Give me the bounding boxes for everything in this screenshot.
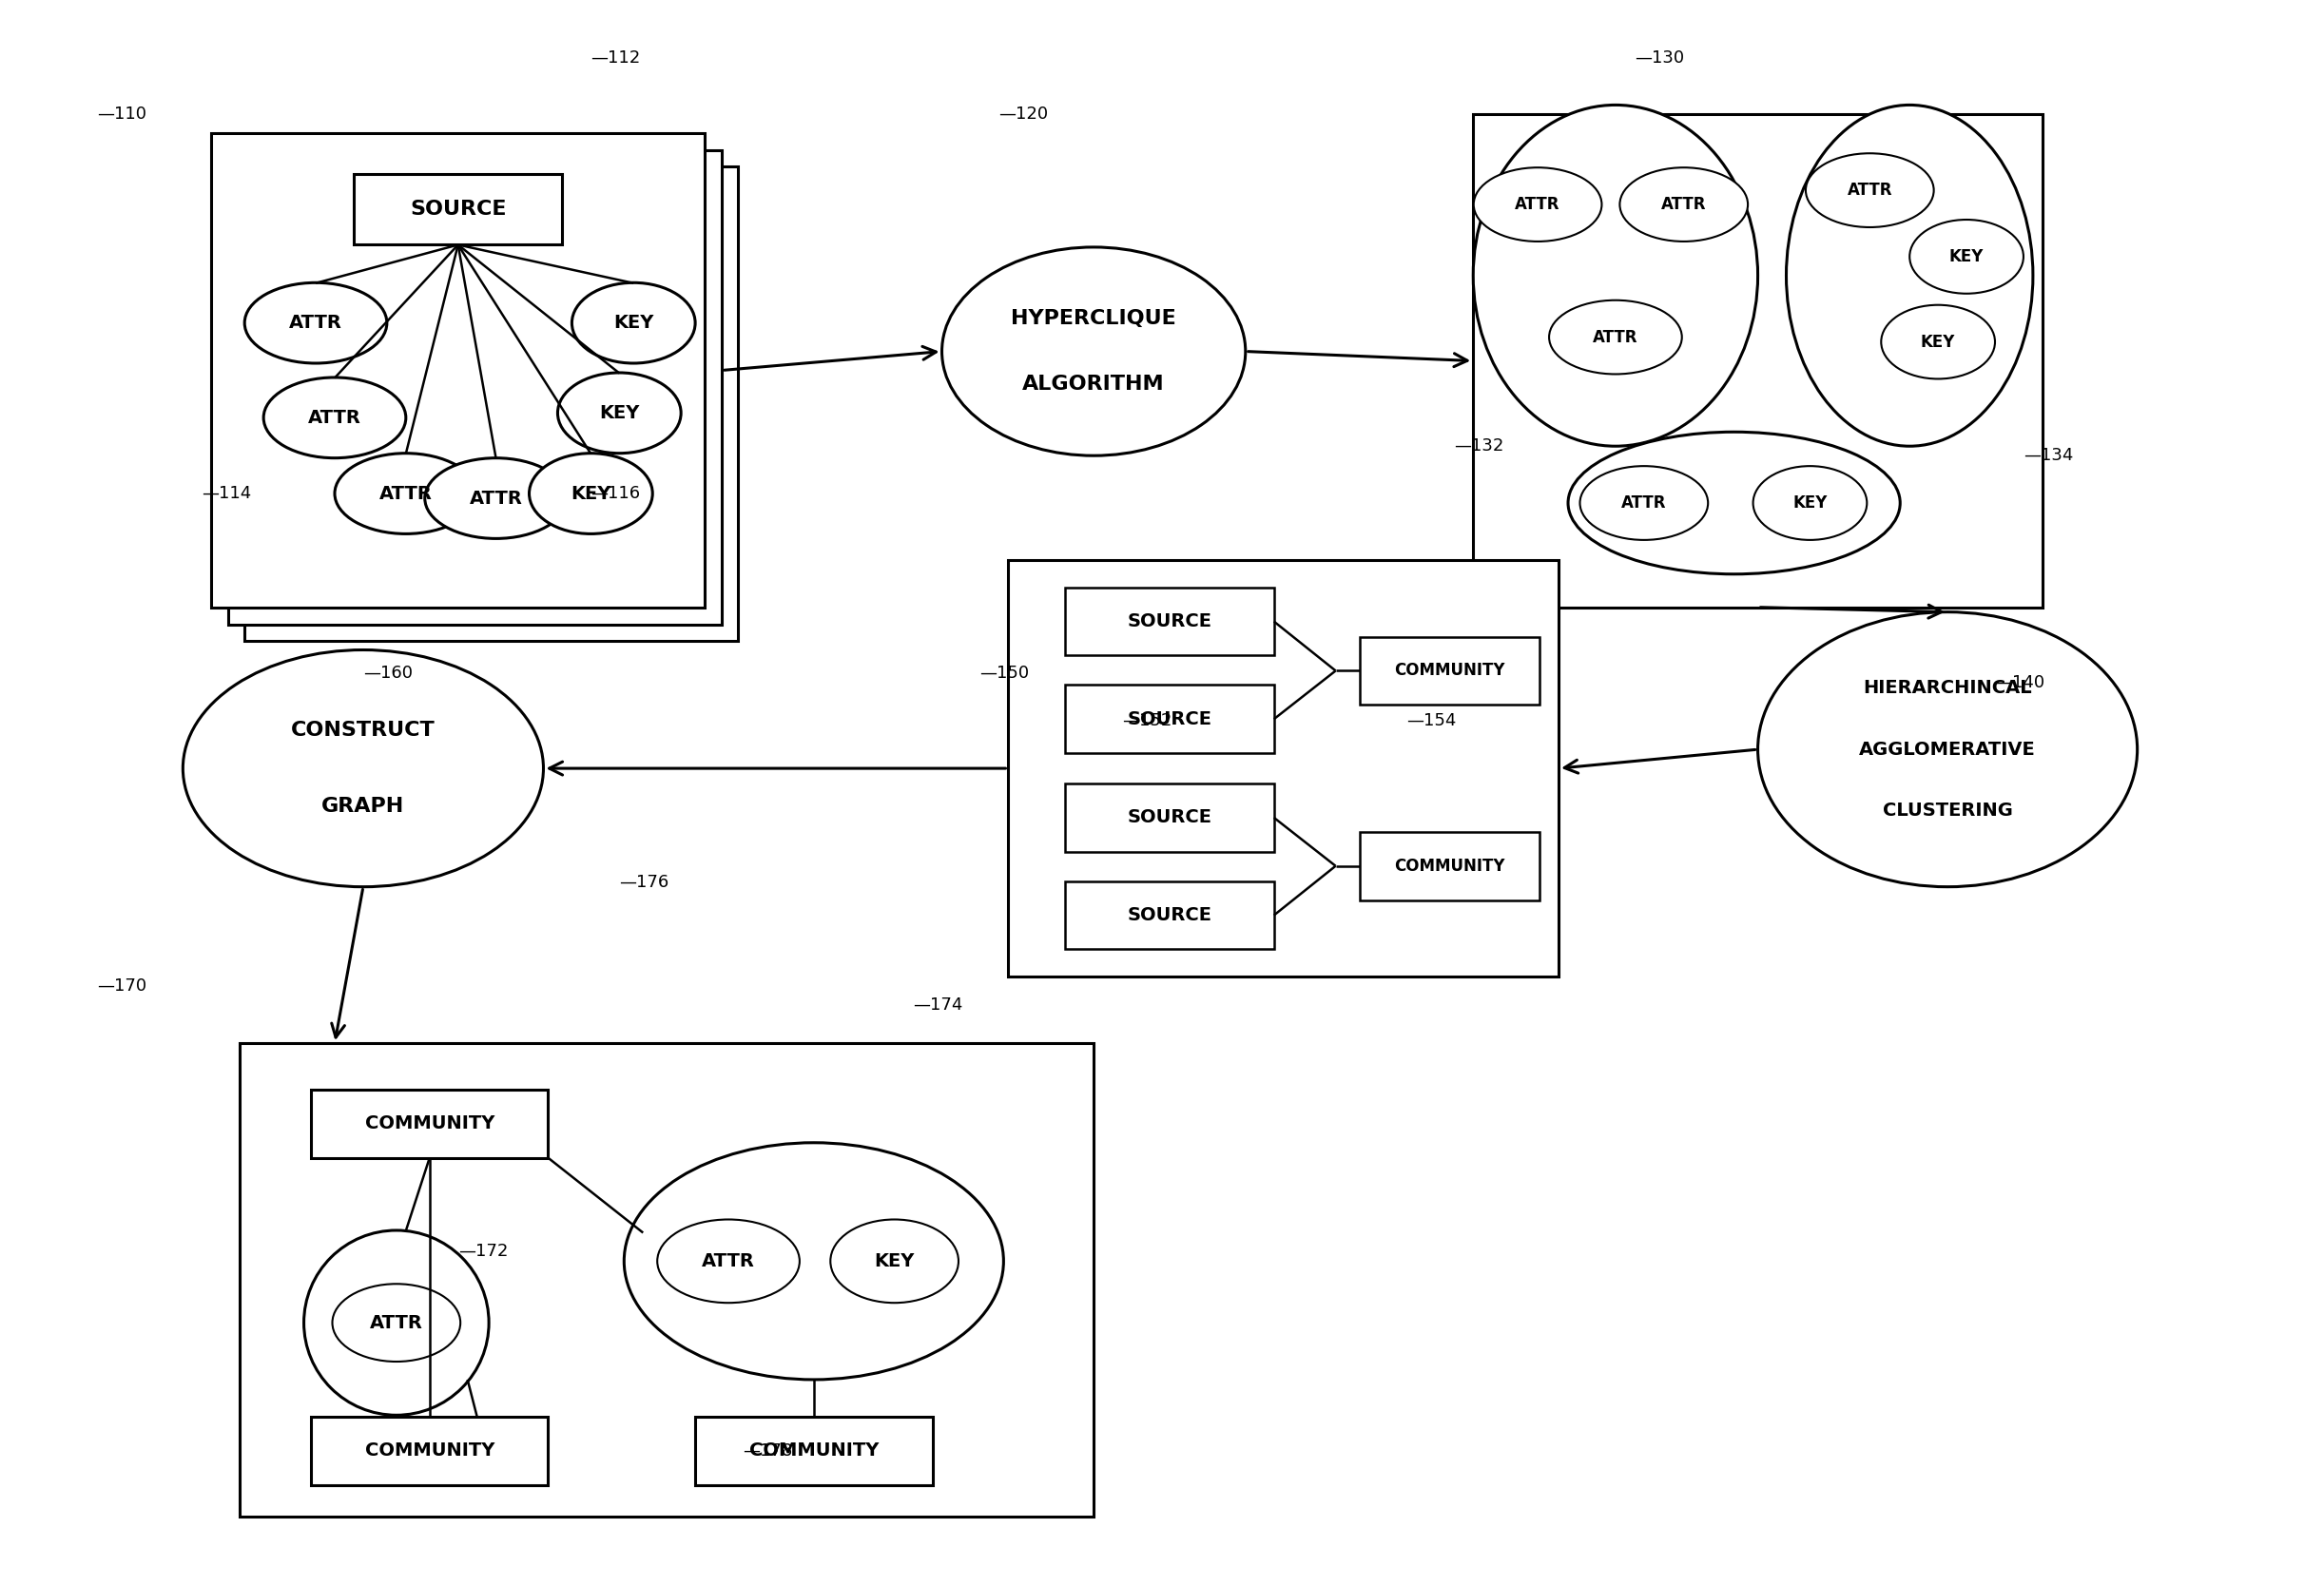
Ellipse shape [1787, 105, 2034, 446]
Text: COMMUNITY: COMMUNITY [365, 1115, 495, 1132]
Ellipse shape [332, 1285, 460, 1362]
Ellipse shape [572, 282, 695, 363]
Text: —140: —140 [1994, 674, 2045, 691]
FancyBboxPatch shape [228, 151, 723, 625]
Text: SOURCE: SOURCE [1127, 612, 1211, 631]
Text: CLUSTERING: CLUSTERING [1882, 803, 2013, 820]
Text: ATTR: ATTR [702, 1251, 755, 1270]
FancyBboxPatch shape [1473, 114, 2043, 607]
Ellipse shape [1473, 105, 1757, 446]
Text: —178: —178 [744, 1442, 792, 1459]
Text: COMMUNITY: COMMUNITY [365, 1442, 495, 1459]
Ellipse shape [263, 377, 407, 458]
Text: ATTR: ATTR [379, 484, 432, 503]
Text: ATTR: ATTR [1848, 182, 1892, 198]
Text: ATTR: ATTR [309, 409, 360, 427]
Text: SOURCE: SOURCE [1127, 809, 1211, 826]
Text: —170: —170 [98, 977, 146, 994]
Ellipse shape [425, 458, 567, 539]
Ellipse shape [1910, 219, 2024, 293]
FancyBboxPatch shape [695, 1416, 932, 1484]
Ellipse shape [184, 650, 544, 887]
Text: —116: —116 [590, 485, 641, 503]
Text: KEY: KEY [1920, 333, 1954, 351]
Text: —154: —154 [1406, 712, 1457, 730]
Ellipse shape [941, 247, 1246, 455]
Text: ATTR: ATTR [1592, 328, 1638, 346]
FancyBboxPatch shape [239, 1044, 1095, 1518]
Ellipse shape [335, 454, 476, 534]
Text: ATTR: ATTR [469, 488, 523, 508]
Ellipse shape [558, 373, 681, 454]
Text: AGGLOMERATIVE: AGGLOMERATIVE [1859, 741, 2036, 758]
Text: —152: —152 [1122, 712, 1171, 730]
Text: SOURCE: SOURCE [409, 200, 507, 219]
Text: —160: —160 [363, 665, 414, 682]
Text: —174: —174 [913, 996, 962, 1013]
Ellipse shape [1620, 168, 1748, 241]
FancyBboxPatch shape [1360, 636, 1538, 704]
Text: ALGORITHM: ALGORITHM [1023, 374, 1164, 393]
Text: HIERARCHINCAL: HIERARCHINCAL [1864, 679, 2031, 696]
Ellipse shape [1580, 466, 1708, 539]
Text: KEY: KEY [1950, 247, 1985, 265]
Text: KEY: KEY [874, 1251, 916, 1270]
FancyBboxPatch shape [1064, 685, 1274, 753]
FancyBboxPatch shape [211, 133, 704, 607]
Text: —130: —130 [1634, 49, 1685, 67]
Text: COMMUNITY: COMMUNITY [1394, 858, 1506, 874]
Text: —134: —134 [2024, 447, 2073, 465]
Text: KEY: KEY [1792, 495, 1827, 512]
Text: ATTR: ATTR [1662, 197, 1706, 213]
Text: —172: —172 [458, 1243, 509, 1261]
Ellipse shape [1569, 431, 1901, 574]
Text: COMMUNITY: COMMUNITY [748, 1442, 878, 1459]
FancyBboxPatch shape [353, 174, 562, 244]
Text: KEY: KEY [572, 484, 611, 503]
Ellipse shape [304, 1231, 488, 1415]
Text: ATTR: ATTR [1515, 197, 1559, 213]
Ellipse shape [1806, 154, 1934, 227]
Ellipse shape [1473, 168, 1601, 241]
Ellipse shape [244, 282, 386, 363]
Text: ATTR: ATTR [1622, 495, 1666, 512]
FancyBboxPatch shape [1360, 831, 1538, 901]
Ellipse shape [1752, 466, 1866, 539]
Ellipse shape [625, 1142, 1004, 1380]
Text: HYPERCLIQUE: HYPERCLIQUE [1011, 309, 1176, 328]
Ellipse shape [1550, 300, 1683, 374]
FancyBboxPatch shape [1009, 560, 1559, 977]
FancyBboxPatch shape [311, 1416, 548, 1484]
Text: ATTR: ATTR [288, 314, 342, 331]
Text: —176: —176 [618, 874, 669, 891]
Text: —112: —112 [590, 49, 641, 67]
Text: GRAPH: GRAPH [321, 796, 404, 815]
Ellipse shape [530, 454, 653, 534]
Text: KEY: KEY [614, 314, 653, 331]
Text: CONSTRUCT: CONSTRUCT [290, 722, 435, 741]
Ellipse shape [1880, 305, 1994, 379]
FancyBboxPatch shape [244, 167, 739, 641]
Text: SOURCE: SOURCE [1127, 711, 1211, 728]
Text: ATTR: ATTR [370, 1313, 423, 1332]
Text: —132: —132 [1455, 438, 1504, 455]
Text: —150: —150 [981, 665, 1030, 682]
FancyBboxPatch shape [1064, 783, 1274, 852]
Text: SOURCE: SOURCE [1127, 906, 1211, 925]
Text: —114: —114 [202, 485, 251, 503]
FancyBboxPatch shape [1064, 882, 1274, 950]
Text: —110: —110 [98, 106, 146, 124]
Text: COMMUNITY: COMMUNITY [1394, 663, 1506, 679]
FancyBboxPatch shape [311, 1090, 548, 1158]
FancyBboxPatch shape [1064, 587, 1274, 655]
Ellipse shape [658, 1220, 799, 1302]
Ellipse shape [830, 1220, 957, 1302]
Ellipse shape [1757, 612, 2138, 887]
Text: KEY: KEY [600, 404, 639, 422]
Text: —120: —120 [999, 106, 1048, 124]
